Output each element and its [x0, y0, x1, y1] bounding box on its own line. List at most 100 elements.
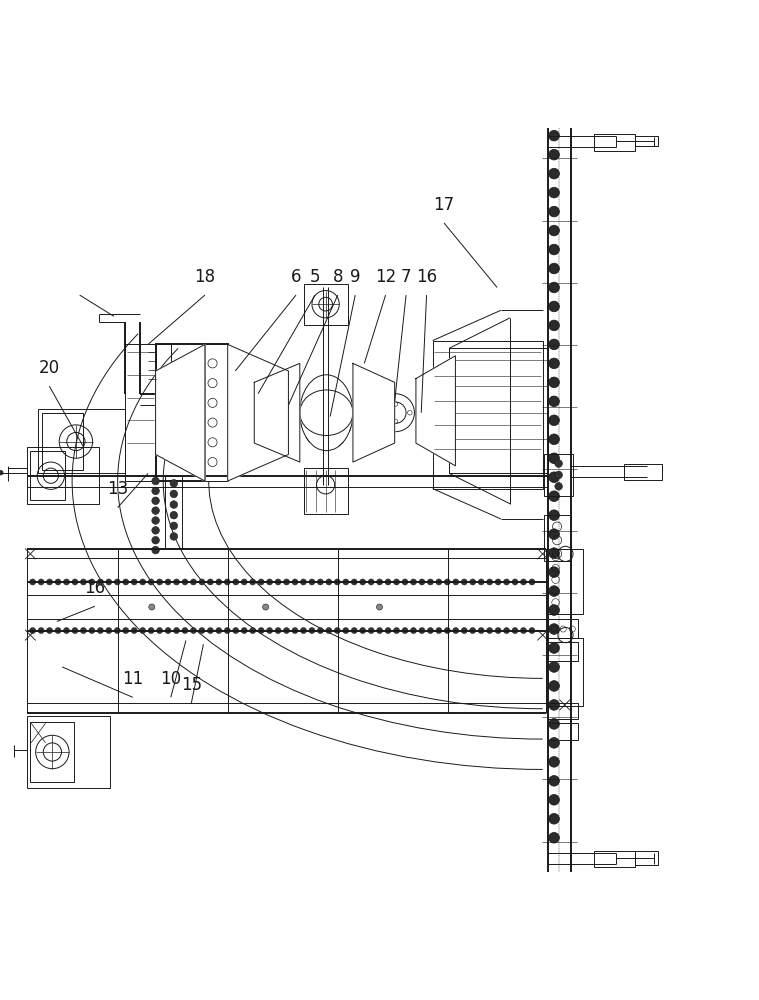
- Circle shape: [549, 700, 559, 710]
- Circle shape: [309, 579, 315, 585]
- Circle shape: [266, 579, 272, 585]
- Polygon shape: [156, 344, 205, 481]
- Bar: [27, 447, 99, 504]
- Circle shape: [80, 579, 87, 585]
- Circle shape: [123, 579, 129, 585]
- Circle shape: [549, 320, 559, 331]
- Circle shape: [263, 604, 269, 610]
- Text: 18: 18: [194, 268, 216, 286]
- Circle shape: [241, 628, 247, 634]
- Bar: [30, 451, 65, 500]
- Circle shape: [549, 681, 559, 691]
- Circle shape: [376, 579, 383, 585]
- Circle shape: [207, 628, 213, 634]
- Circle shape: [549, 662, 559, 672]
- Circle shape: [549, 415, 559, 426]
- Circle shape: [284, 579, 290, 585]
- Circle shape: [97, 628, 103, 634]
- Circle shape: [191, 628, 197, 634]
- Circle shape: [351, 628, 357, 634]
- Circle shape: [549, 776, 559, 786]
- Circle shape: [343, 628, 349, 634]
- Circle shape: [30, 579, 36, 585]
- Circle shape: [317, 579, 323, 585]
- Circle shape: [549, 187, 559, 198]
- Circle shape: [309, 628, 315, 634]
- Circle shape: [549, 757, 559, 767]
- Text: 11: 11: [122, 670, 143, 688]
- Circle shape: [334, 628, 340, 634]
- Circle shape: [452, 628, 458, 634]
- Text: 7: 7: [401, 268, 411, 286]
- Circle shape: [152, 536, 159, 544]
- Circle shape: [38, 579, 44, 585]
- Circle shape: [156, 628, 162, 634]
- Circle shape: [376, 628, 383, 634]
- Circle shape: [258, 579, 264, 585]
- Circle shape: [72, 628, 78, 634]
- Circle shape: [114, 628, 121, 634]
- Circle shape: [521, 579, 527, 585]
- Circle shape: [216, 628, 222, 634]
- Bar: [42, 413, 83, 470]
- Circle shape: [123, 628, 129, 634]
- Circle shape: [411, 579, 417, 585]
- Circle shape: [250, 579, 256, 585]
- Circle shape: [444, 628, 450, 634]
- Circle shape: [368, 579, 374, 585]
- Circle shape: [549, 206, 559, 217]
- Bar: [27, 716, 110, 788]
- Text: 6: 6: [291, 268, 301, 286]
- Circle shape: [216, 579, 222, 585]
- Circle shape: [521, 628, 527, 634]
- Circle shape: [64, 579, 70, 585]
- Circle shape: [80, 628, 87, 634]
- Circle shape: [343, 579, 349, 585]
- Circle shape: [549, 510, 559, 520]
- Circle shape: [495, 579, 501, 585]
- Circle shape: [170, 501, 178, 508]
- Circle shape: [549, 472, 559, 483]
- Circle shape: [549, 548, 559, 558]
- Circle shape: [549, 168, 559, 179]
- Circle shape: [503, 579, 509, 585]
- Circle shape: [152, 477, 159, 485]
- Circle shape: [46, 579, 52, 585]
- Circle shape: [427, 579, 433, 585]
- Circle shape: [549, 605, 559, 615]
- Circle shape: [170, 533, 178, 540]
- Circle shape: [170, 480, 178, 487]
- Circle shape: [549, 453, 559, 464]
- Circle shape: [152, 497, 159, 505]
- Circle shape: [140, 579, 146, 585]
- Circle shape: [334, 579, 340, 585]
- Bar: [205, 344, 228, 481]
- Circle shape: [64, 628, 70, 634]
- Circle shape: [106, 579, 112, 585]
- Text: 16: 16: [416, 268, 437, 286]
- Circle shape: [275, 628, 281, 634]
- Circle shape: [152, 517, 159, 524]
- Circle shape: [292, 579, 298, 585]
- Bar: [165, 476, 182, 548]
- Text: 12: 12: [375, 268, 396, 286]
- Circle shape: [131, 628, 137, 634]
- Circle shape: [0, 470, 3, 475]
- Circle shape: [549, 624, 559, 634]
- Circle shape: [360, 579, 366, 585]
- Circle shape: [385, 579, 391, 585]
- Bar: [125, 344, 156, 481]
- Circle shape: [30, 628, 36, 634]
- Circle shape: [106, 628, 112, 634]
- Circle shape: [207, 579, 213, 585]
- Bar: [546, 549, 583, 614]
- Circle shape: [487, 579, 493, 585]
- Circle shape: [72, 579, 78, 585]
- Circle shape: [444, 579, 450, 585]
- Circle shape: [411, 628, 417, 634]
- Circle shape: [427, 628, 433, 634]
- Circle shape: [266, 628, 272, 634]
- Circle shape: [165, 628, 171, 634]
- Circle shape: [292, 628, 298, 634]
- Circle shape: [156, 579, 162, 585]
